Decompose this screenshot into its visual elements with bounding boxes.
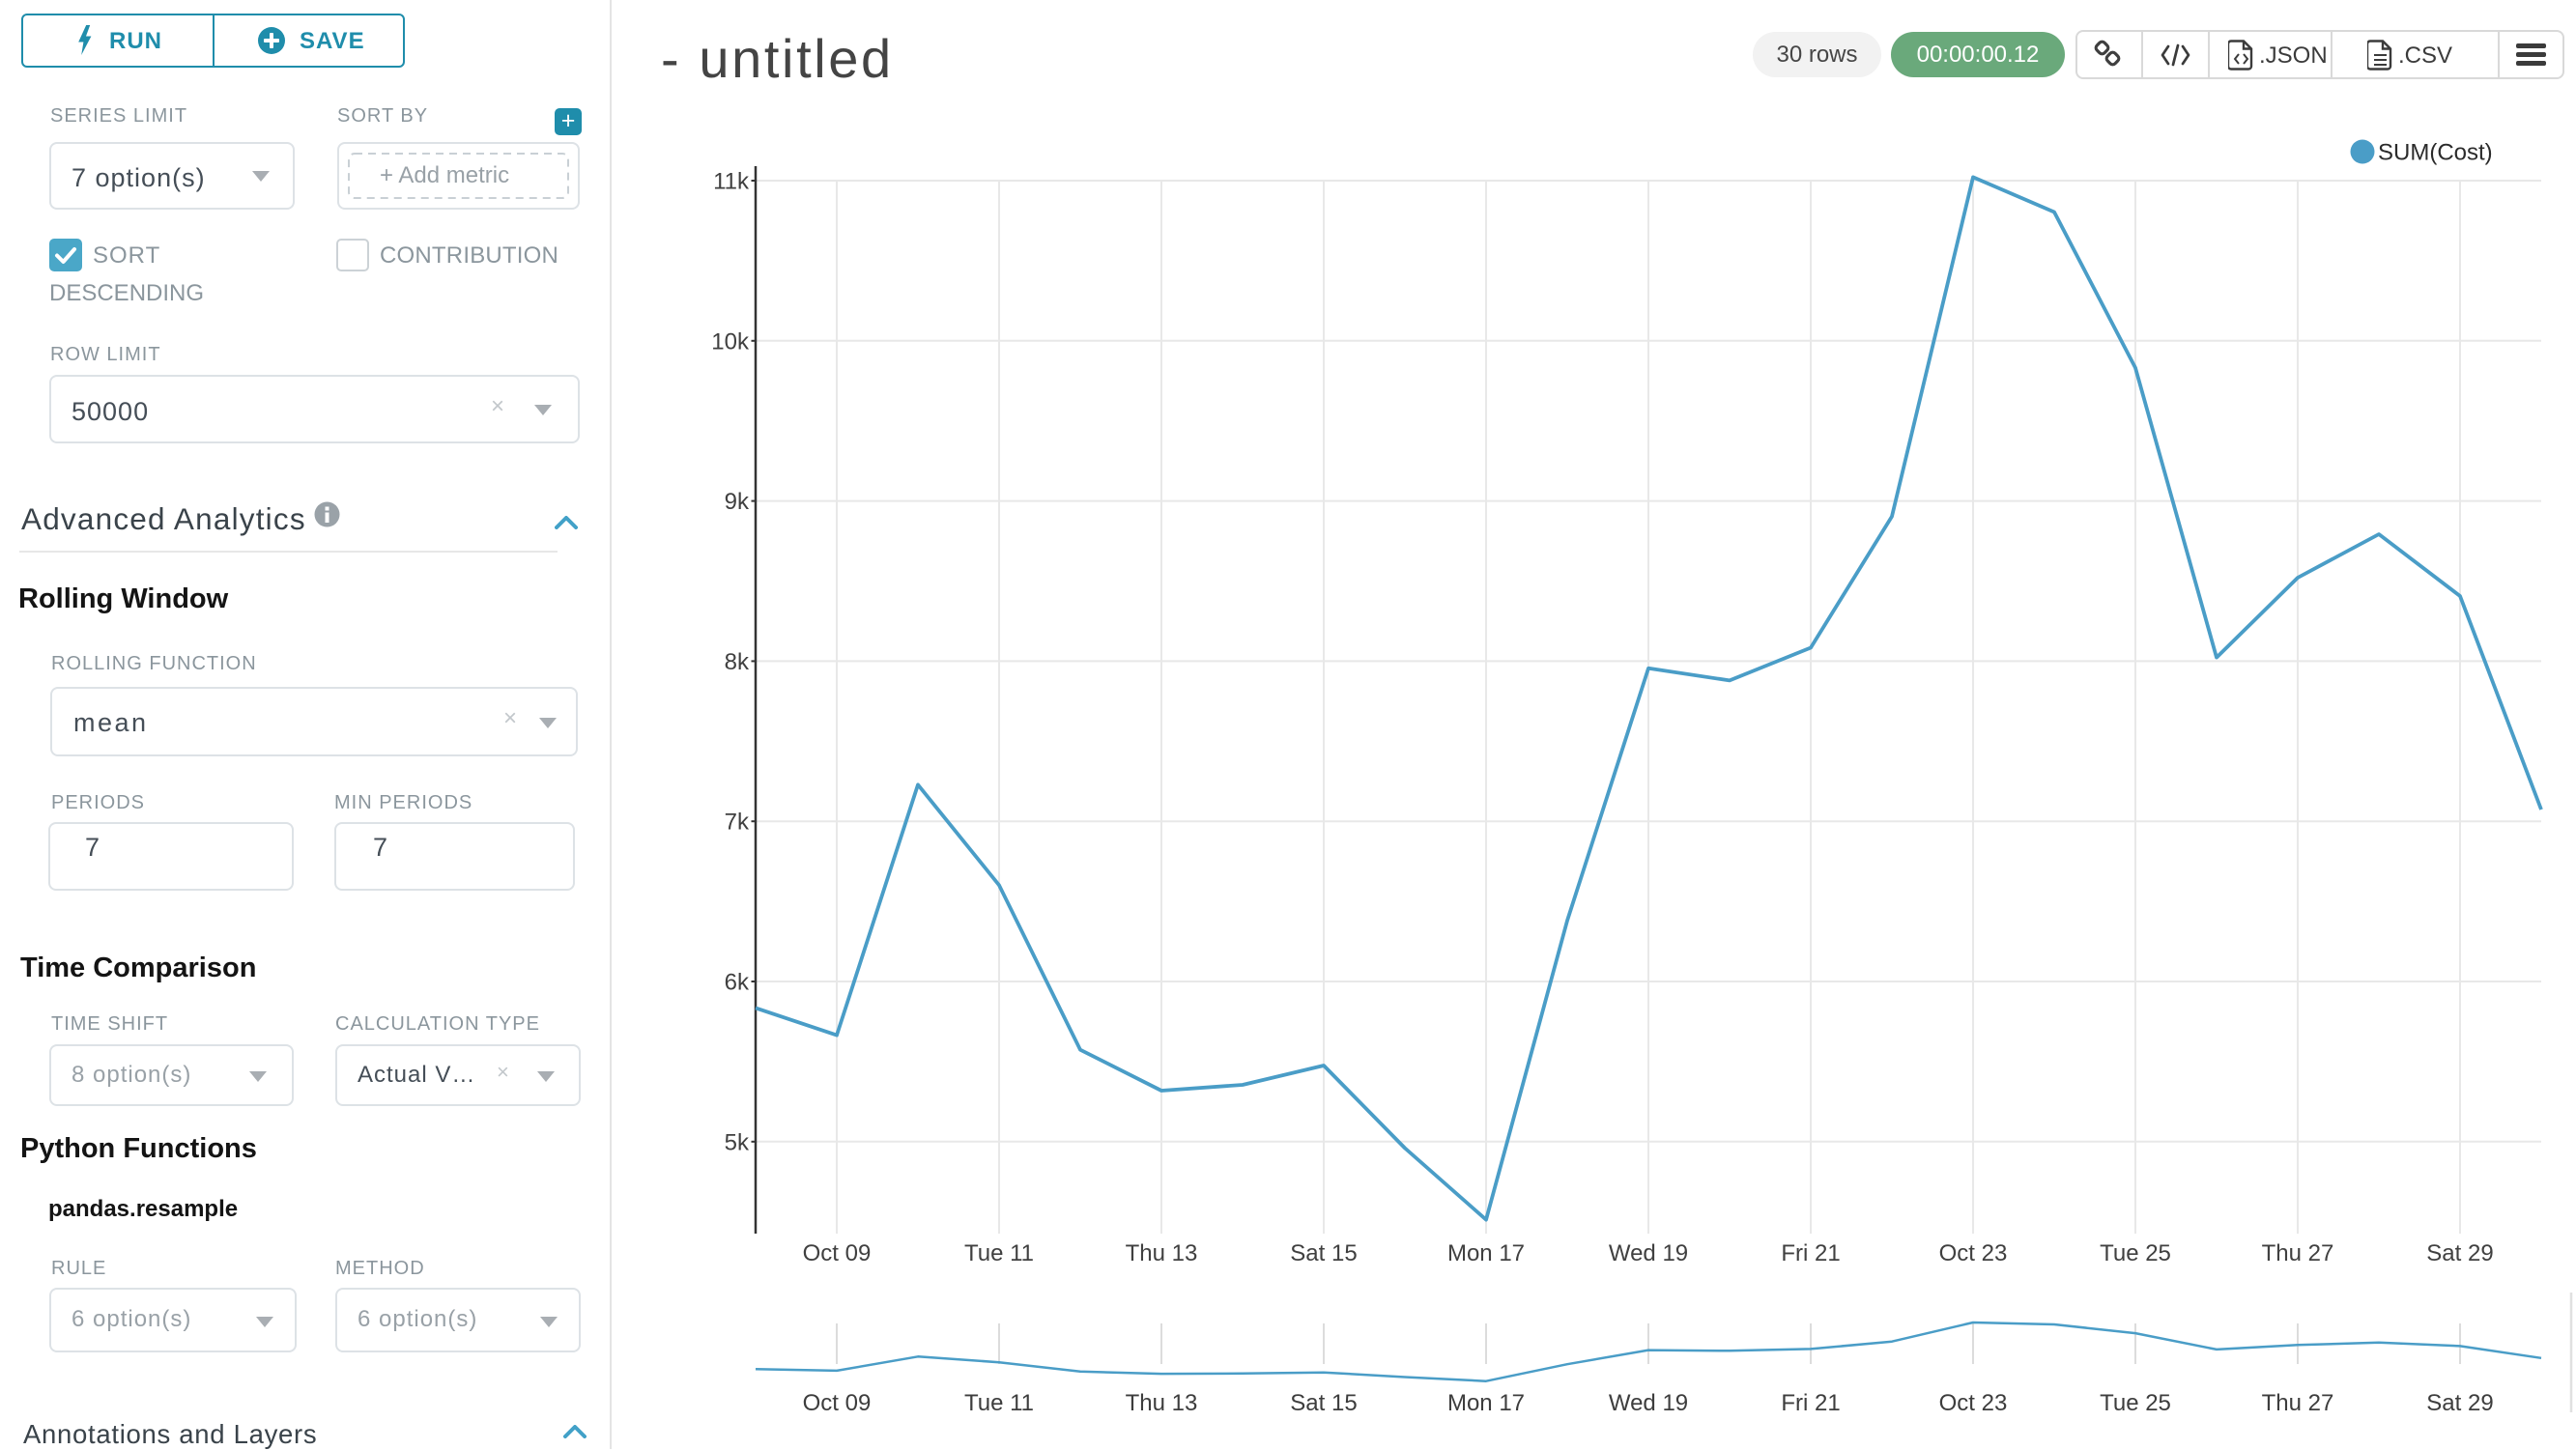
svg-text:SUM(Cost): SUM(Cost): [2378, 140, 2493, 166]
svg-text:Thu 27: Thu 27: [2262, 1390, 2334, 1416]
svg-text:Sat 29: Sat 29: [2426, 1240, 2493, 1266]
svg-text:Oct 09: Oct 09: [803, 1240, 872, 1266]
svg-text:Sat 29: Sat 29: [2426, 1390, 2493, 1416]
svg-text:Tue 11: Tue 11: [964, 1390, 1034, 1416]
svg-text:Sat 15: Sat 15: [1290, 1240, 1357, 1266]
svg-text:Fri 21: Fri 21: [1781, 1390, 1840, 1416]
svg-text:9k: 9k: [725, 489, 750, 515]
svg-text:11k: 11k: [713, 169, 750, 195]
svg-text:Oct 23: Oct 23: [1939, 1240, 2008, 1266]
svg-text:Tue 25: Tue 25: [2100, 1390, 2171, 1416]
svg-text:7k: 7k: [725, 810, 750, 836]
svg-text:Mon 17: Mon 17: [1447, 1390, 1525, 1416]
svg-text:6k: 6k: [725, 970, 750, 996]
svg-text:Mon 17: Mon 17: [1447, 1240, 1525, 1266]
svg-text:Oct 23: Oct 23: [1939, 1390, 2008, 1416]
svg-text:Oct 09: Oct 09: [803, 1390, 872, 1416]
svg-text:Tue 25: Tue 25: [2100, 1240, 2171, 1266]
svg-text:10k: 10k: [711, 328, 750, 355]
svg-text:Tue 11: Tue 11: [964, 1240, 1034, 1266]
svg-text:8k: 8k: [725, 649, 750, 675]
svg-text:Sat 15: Sat 15: [1290, 1390, 1357, 1416]
svg-text:Fri 21: Fri 21: [1781, 1240, 1840, 1266]
svg-text:5k: 5k: [725, 1129, 750, 1155]
svg-text:Thu 27: Thu 27: [2262, 1240, 2334, 1266]
svg-text:Wed 19: Wed 19: [1609, 1240, 1688, 1266]
svg-text:Wed 19: Wed 19: [1609, 1390, 1688, 1416]
svg-text:Thu 13: Thu 13: [1126, 1240, 1198, 1266]
svg-text:Thu 13: Thu 13: [1126, 1390, 1198, 1416]
